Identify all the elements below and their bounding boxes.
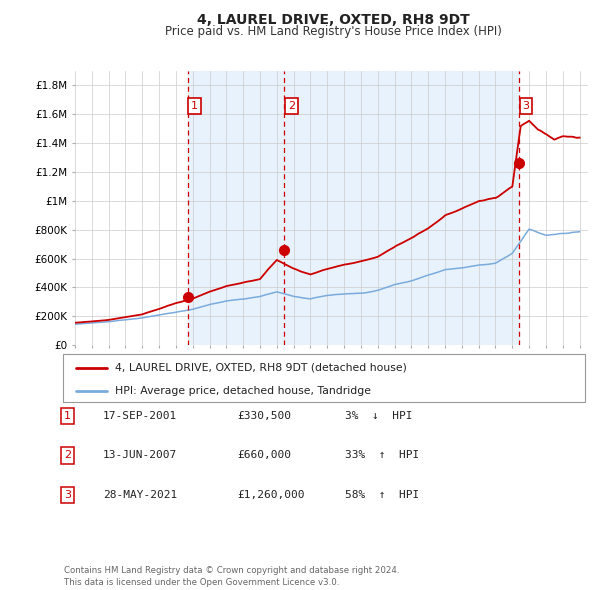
Text: Price paid vs. HM Land Registry's House Price Index (HPI): Price paid vs. HM Land Registry's House …: [164, 25, 502, 38]
Text: £1,260,000: £1,260,000: [237, 490, 305, 500]
Text: 33%  ↑  HPI: 33% ↑ HPI: [345, 451, 419, 460]
Text: £330,500: £330,500: [237, 411, 291, 421]
Text: 28-MAY-2021: 28-MAY-2021: [103, 490, 178, 500]
Text: 3: 3: [523, 101, 530, 111]
Text: HPI: Average price, detached house, Tandridge: HPI: Average price, detached house, Tand…: [115, 386, 371, 396]
Text: 2: 2: [64, 451, 71, 460]
Text: 2: 2: [288, 101, 295, 111]
Text: 3%  ↓  HPI: 3% ↓ HPI: [345, 411, 413, 421]
Text: 4, LAUREL DRIVE, OXTED, RH8 9DT (detached house): 4, LAUREL DRIVE, OXTED, RH8 9DT (detache…: [115, 362, 407, 372]
Text: 13-JUN-2007: 13-JUN-2007: [103, 451, 178, 460]
Text: 1: 1: [64, 411, 71, 421]
FancyBboxPatch shape: [63, 354, 585, 402]
Text: 3: 3: [64, 490, 71, 500]
Text: 1: 1: [191, 101, 198, 111]
Text: 58%  ↑  HPI: 58% ↑ HPI: [345, 490, 419, 500]
Text: Contains HM Land Registry data © Crown copyright and database right 2024.
This d: Contains HM Land Registry data © Crown c…: [64, 566, 400, 587]
Bar: [188, 71, 284, 345]
Text: £660,000: £660,000: [237, 451, 291, 460]
Bar: [284, 71, 519, 345]
Text: 17-SEP-2001: 17-SEP-2001: [103, 411, 178, 421]
Text: 4, LAUREL DRIVE, OXTED, RH8 9DT: 4, LAUREL DRIVE, OXTED, RH8 9DT: [197, 13, 469, 27]
